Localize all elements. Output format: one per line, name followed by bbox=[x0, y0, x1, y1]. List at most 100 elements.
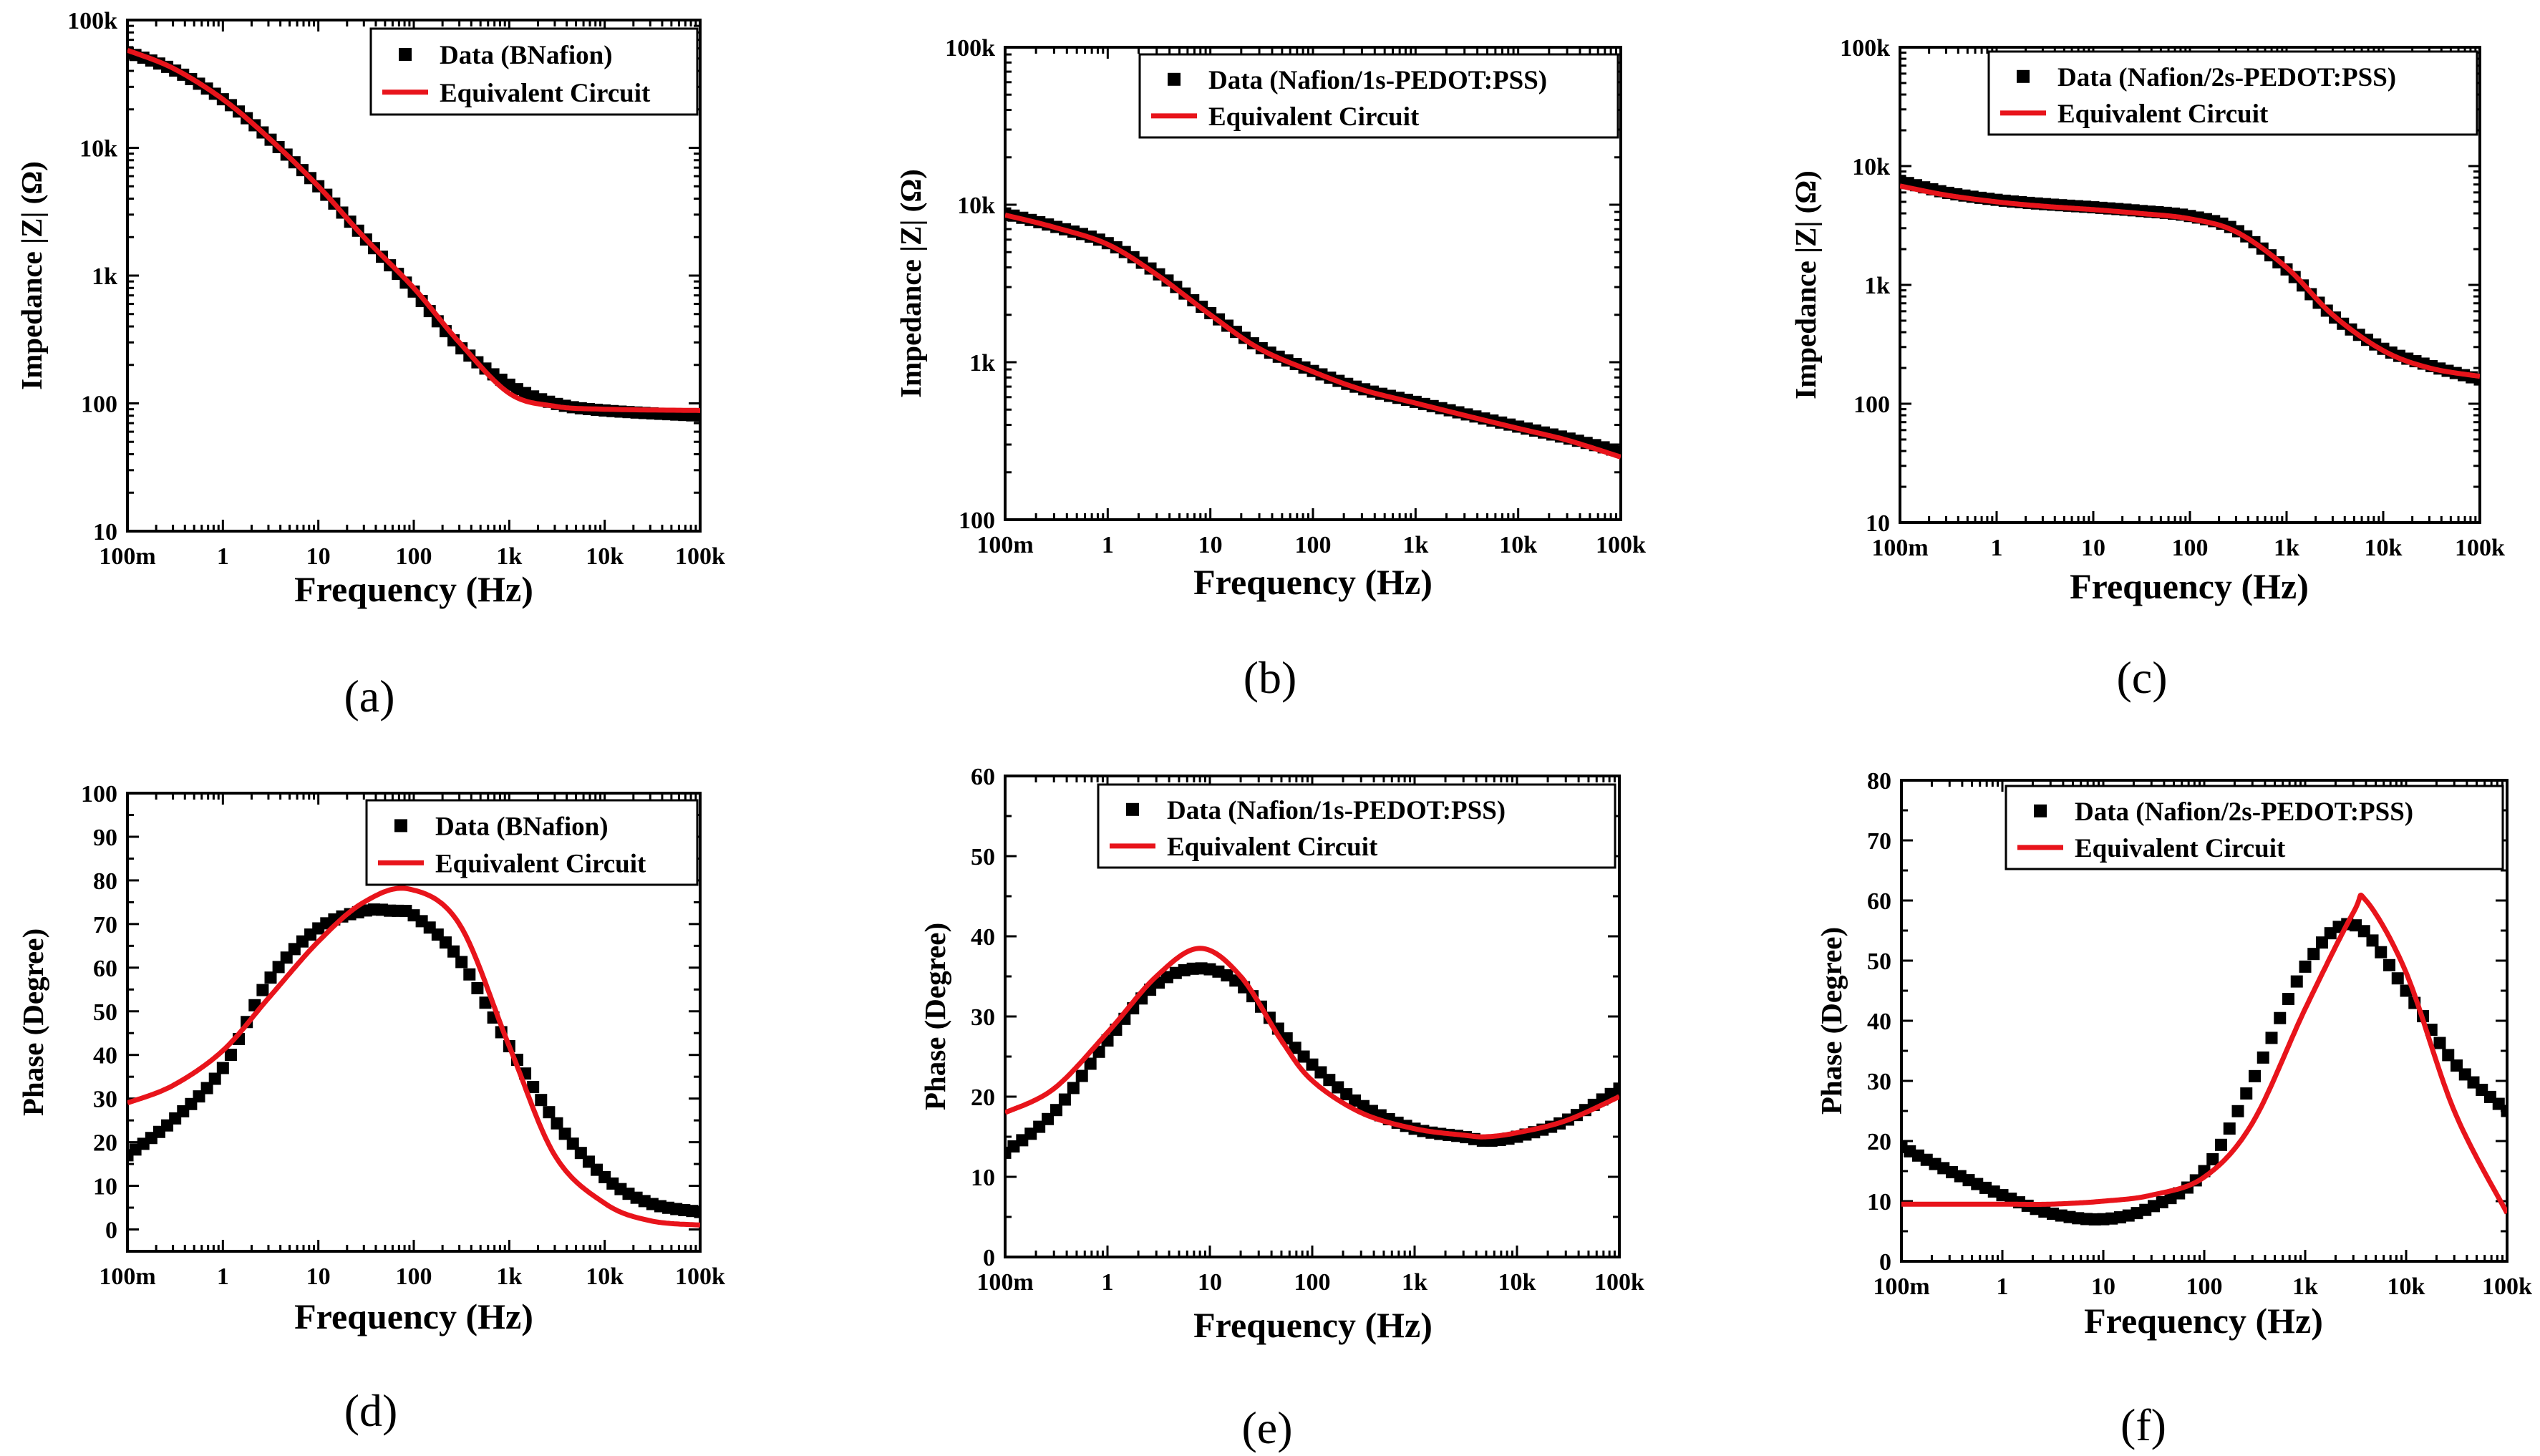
x-tick-label: 100 bbox=[1294, 1269, 1331, 1296]
legend-data-label: Data (Nafion/2s-PEDOT:PSS) bbox=[2057, 63, 2396, 92]
x-tick-label: 100k bbox=[1596, 532, 1646, 558]
x-tick-label: 1k bbox=[1402, 1269, 1427, 1296]
x-tick-label: 10 bbox=[1198, 1269, 1222, 1296]
x-axis-title: Frequency (Hz) bbox=[2070, 566, 2309, 606]
legend-data-marker bbox=[2017, 69, 2030, 83]
y-tick-label: 40 bbox=[1867, 1009, 1891, 1035]
data-point bbox=[2366, 934, 2379, 947]
legend-data-label: Data (Nafion/1s-PEDOT:PSS) bbox=[1167, 796, 1506, 825]
plot-content bbox=[1901, 893, 2507, 1226]
x-tick-label: 1k bbox=[1402, 532, 1428, 558]
data-point bbox=[2391, 972, 2404, 985]
data-point bbox=[2249, 1069, 2261, 1082]
y-axis: 10 100 1k 10k 100k bbox=[1840, 35, 2480, 537]
legend-data-label: Data (Nafion/1s-PEDOT:PSS) bbox=[1208, 66, 1547, 95]
x-tick-label: 1 bbox=[1102, 532, 1114, 558]
x-tick-label: 10k bbox=[586, 543, 624, 570]
data-point bbox=[527, 1081, 540, 1094]
x-axis-title: Frequency (Hz) bbox=[2084, 1301, 2323, 1341]
legend-frame bbox=[1987, 50, 2478, 136]
panel-label: (f) bbox=[2120, 1399, 2166, 1450]
legend-data-label: Data (BNafion) bbox=[440, 41, 613, 70]
x-tick-label: 100m bbox=[1871, 535, 1928, 561]
x-tick-label: 100m bbox=[976, 532, 1033, 558]
data-point bbox=[2257, 1051, 2269, 1064]
y-tick-label: 10 bbox=[93, 519, 117, 545]
fit-line bbox=[127, 885, 700, 1228]
y-tick-label: 1k bbox=[969, 350, 995, 377]
y-tick-label: 100k bbox=[67, 8, 117, 34]
data-point bbox=[1058, 1093, 1071, 1106]
y-tick-label: 100 bbox=[1853, 392, 1890, 418]
y-tick-label: 50 bbox=[971, 844, 995, 870]
panel-label: (e) bbox=[1241, 1402, 1292, 1453]
y-tick-label: 20 bbox=[93, 1130, 117, 1157]
data-point bbox=[2206, 1152, 2219, 1165]
data-point bbox=[2274, 1011, 2287, 1024]
y-axis-title: Impedance |Z| (Ω) bbox=[1789, 170, 1822, 399]
y-axis: 0 10 20 30 40 50 60 bbox=[971, 764, 1619, 1271]
data-point bbox=[694, 1205, 700, 1218]
data-point bbox=[2383, 958, 2395, 971]
x-tick-label: 10 bbox=[2091, 1273, 2115, 1300]
legend: Data (Nafion/1s-PEDOT:PSS) Equivalent Cir… bbox=[1138, 53, 1619, 139]
x-tick-label: 1k bbox=[2274, 535, 2299, 561]
data-series bbox=[1900, 175, 2480, 386]
chart-f: 100m 1 10 100 1k 10k 100k 0 10 20 30 40 50 60 70 80 Freq… bbox=[1815, 768, 2532, 1450]
y-tick-label: 10k bbox=[1852, 154, 1890, 180]
legend-frame bbox=[1138, 53, 1619, 139]
x-tick-label: 100 bbox=[396, 543, 432, 570]
y-tick-label: 50 bbox=[1867, 948, 1891, 975]
x-tick-label: 1 bbox=[217, 543, 229, 570]
y-tick-label: 1k bbox=[92, 263, 117, 290]
x-tick-label: 100k bbox=[2455, 535, 2505, 561]
data-point bbox=[2223, 1122, 2236, 1135]
data-point bbox=[447, 945, 460, 958]
y-tick-label: 40 bbox=[93, 1043, 117, 1069]
x-tick-label: 10k bbox=[2388, 1273, 2425, 1300]
data-point bbox=[2265, 1032, 2278, 1044]
data-point bbox=[2307, 948, 2320, 961]
x-tick-label: 1k bbox=[496, 1263, 522, 1290]
data-point bbox=[2501, 1105, 2507, 1117]
panel-label: (a) bbox=[344, 671, 394, 722]
plot-content bbox=[1900, 175, 2480, 386]
y-tick-label: 30 bbox=[971, 1004, 995, 1031]
data-point bbox=[200, 1082, 213, 1095]
data-point bbox=[2442, 1049, 2455, 1062]
x-axis-title: Frequency (Hz) bbox=[294, 569, 533, 609]
data-point bbox=[224, 1049, 237, 1062]
data-point bbox=[2375, 946, 2388, 958]
x-tick-label: 10k bbox=[2365, 535, 2403, 561]
data-point bbox=[2299, 960, 2312, 973]
chart-c: 100m 1 10 100 1k 10k 100k 10 100 1k 10k 100k Frequen… bbox=[1789, 35, 2505, 703]
y-tick-label: 100 bbox=[81, 392, 117, 418]
x-axis-title: Frequency (Hz) bbox=[1193, 1305, 1433, 1345]
x-axis-title: Frequency (Hz) bbox=[294, 1296, 533, 1336]
y-axis: 0 10 20 30 40 50 60 70 80 bbox=[1867, 768, 2507, 1276]
legend-data-marker bbox=[1168, 72, 1181, 86]
data-point bbox=[2357, 925, 2370, 938]
y-tick-label: 30 bbox=[93, 1087, 117, 1113]
x-tick-label: 100 bbox=[396, 1263, 432, 1290]
data-point bbox=[264, 971, 277, 984]
y-tick-label: 90 bbox=[93, 825, 117, 851]
x-tick-label: 100m bbox=[99, 543, 155, 570]
data-point bbox=[208, 1072, 221, 1085]
y-tick-label: 40 bbox=[971, 924, 995, 951]
panel-label: (b) bbox=[1244, 652, 1297, 703]
y-tick-label: 60 bbox=[971, 764, 995, 790]
data-point bbox=[535, 1094, 548, 1107]
data-point bbox=[479, 996, 492, 1009]
x-tick-label: 100k bbox=[675, 1263, 725, 1290]
x-axis: 100m 1 10 100 1k 10k 100k bbox=[976, 776, 1644, 1296]
x-tick-label: 100 bbox=[2186, 1273, 2223, 1300]
x-tick-label: 100 bbox=[2172, 535, 2209, 561]
legend-frame bbox=[365, 799, 699, 886]
x-tick-label: 100k bbox=[675, 543, 725, 570]
legend-frame bbox=[2005, 785, 2504, 870]
y-tick-label: 10 bbox=[1866, 510, 1890, 537]
y-tick-label: 10 bbox=[1867, 1189, 1891, 1215]
legend-frame bbox=[1097, 783, 1616, 869]
data-point bbox=[2316, 936, 2328, 949]
